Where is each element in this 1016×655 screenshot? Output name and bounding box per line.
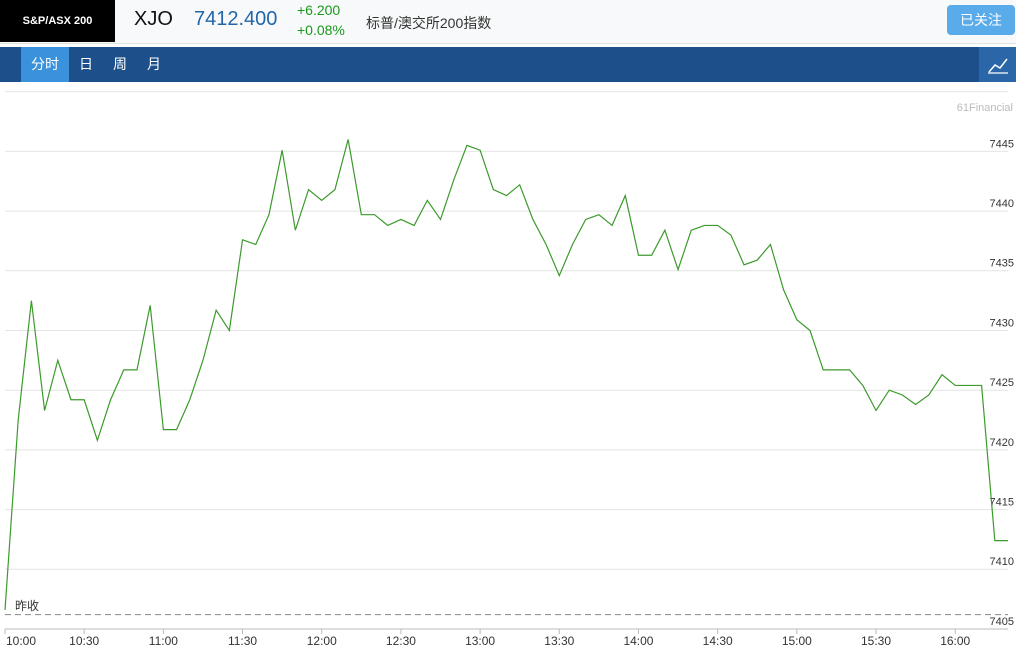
x-tick-label: 15:00: [782, 634, 812, 648]
chart-icon: [988, 58, 1008, 74]
chart-toggle[interactable]: [979, 47, 1016, 82]
x-tick-label: 14:00: [623, 634, 653, 648]
y-tick-label: 7410: [990, 556, 1014, 568]
header: [0, 0, 1016, 44]
x-tick-label: 12:00: [307, 634, 337, 648]
x-tick-label: 10:30: [69, 634, 99, 648]
y-tick-label: 7440: [990, 198, 1014, 210]
y-tick-label: 7420: [990, 437, 1014, 449]
follow-button[interactable]: 已关注: [947, 5, 1015, 35]
y-tick-label: 7425: [990, 377, 1014, 389]
tab[interactable]: 月: [147, 56, 161, 72]
index-name: 标普/澳交所200指数: [366, 15, 492, 31]
change: +6.200: [297, 2, 341, 18]
symbol: XJO: [134, 8, 173, 30]
badge: S&P/ASX 200: [0, 0, 115, 42]
x-tick-label: 13:30: [544, 634, 574, 648]
x-tick-label: 13:00: [465, 634, 495, 648]
tab[interactable]: 日: [79, 56, 93, 72]
x-tick-label: 16:00: [940, 634, 970, 648]
y-tick-label: 7405: [990, 616, 1014, 628]
y-tick-label: 7435: [990, 258, 1014, 270]
price-line: [4, 139, 1008, 610]
x-tick-label: 10:00: [6, 634, 36, 648]
change-pct: +0.08%: [297, 22, 345, 38]
tab-bar: [0, 47, 1016, 82]
y-tick-label: 7415: [990, 497, 1014, 509]
x-tick-label: 11:30: [228, 634, 257, 648]
reference-label: 昨收: [15, 599, 39, 613]
price: 7412.400: [194, 8, 278, 30]
x-tick-label: 12:30: [386, 634, 416, 648]
watermark: 61Financial: [957, 102, 1013, 114]
y-tick-label: 7445: [990, 138, 1014, 150]
tab[interactable]: 分时: [21, 47, 69, 82]
tabs: 分时日 周 月: [21, 47, 171, 82]
x-tick-label: 14:30: [703, 634, 733, 648]
y-tick-label: 7430: [990, 317, 1014, 329]
tab[interactable]: 周: [113, 56, 127, 72]
x-tick-label: 11:00: [149, 634, 178, 648]
x-tick-label: 15:30: [861, 634, 891, 648]
